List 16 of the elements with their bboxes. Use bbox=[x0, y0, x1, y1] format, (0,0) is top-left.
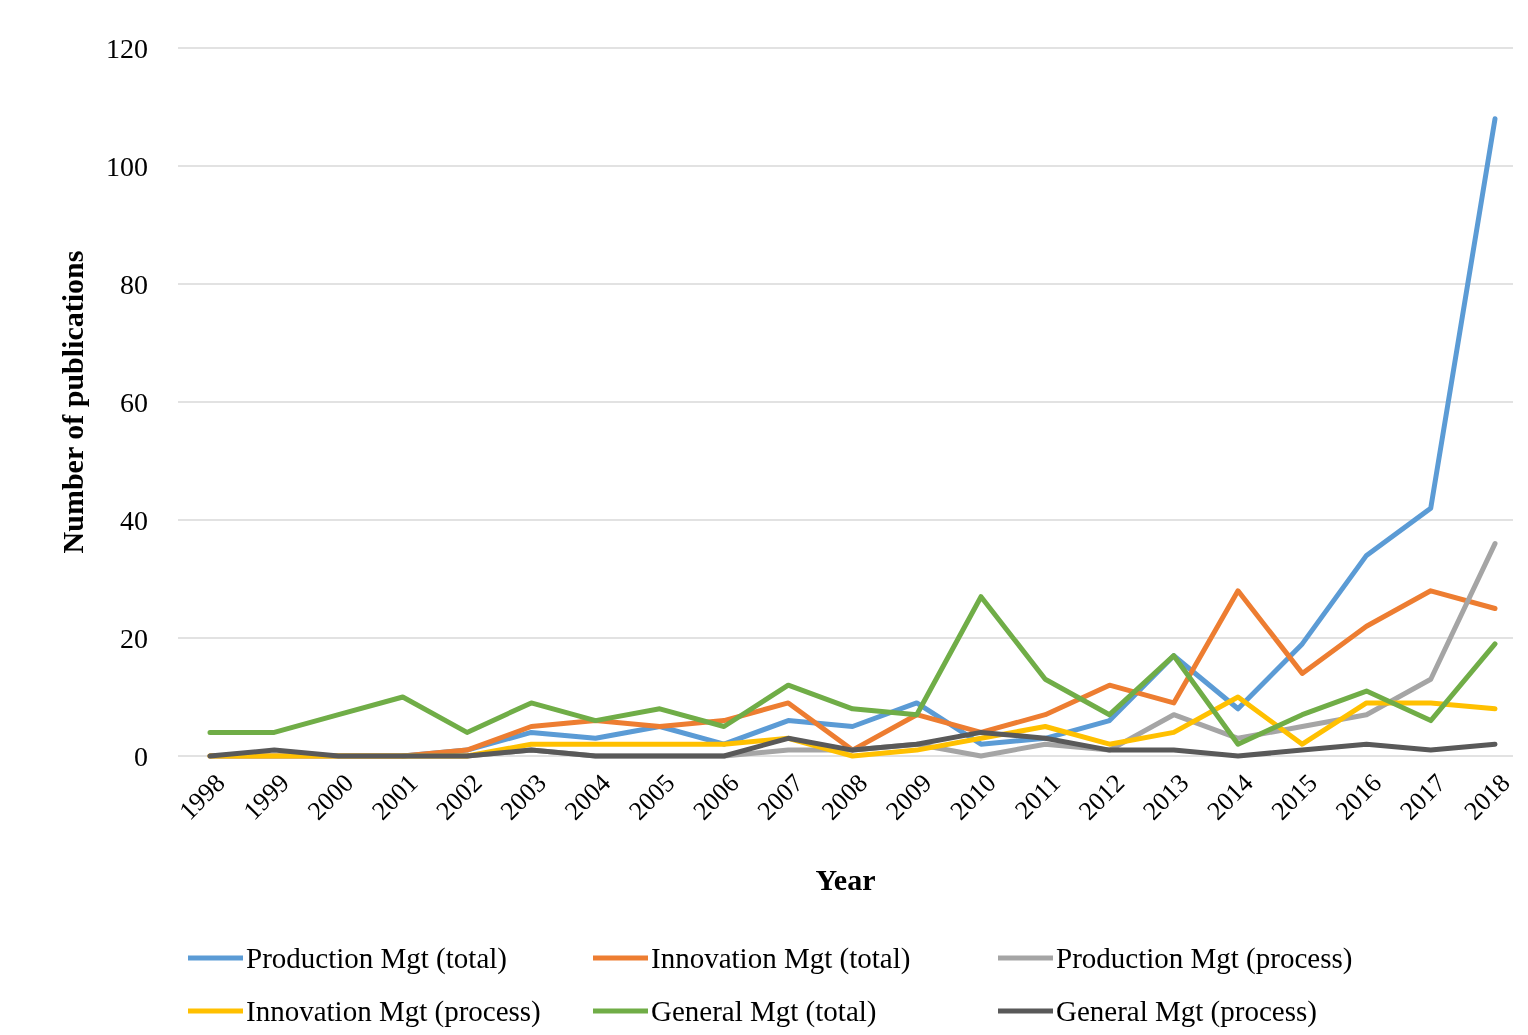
legend-label: Innovation Mgt (total) bbox=[651, 942, 911, 976]
y-tick-label: 20 bbox=[120, 622, 148, 654]
legend-label: Production Mgt (process) bbox=[1056, 942, 1353, 976]
y-tick-label: 100 bbox=[106, 150, 148, 182]
y-tick-label: 0 bbox=[134, 740, 148, 772]
legend-label: General Mgt (process) bbox=[1056, 995, 1317, 1029]
y-tick-label: 120 bbox=[106, 32, 148, 64]
x-tick-label: 2011 bbox=[1009, 768, 1066, 825]
y-tick-label: 80 bbox=[120, 268, 148, 300]
legend-label: Innovation Mgt (process) bbox=[246, 995, 541, 1029]
y-tick-label: 40 bbox=[120, 504, 148, 536]
y-tick-label: 60 bbox=[120, 386, 148, 418]
legend-label: General Mgt (total) bbox=[651, 995, 877, 1029]
legend-label: Production Mgt (total) bbox=[246, 942, 507, 976]
y-axis-title: Number of publications bbox=[56, 250, 89, 554]
x-axis-title: Year bbox=[815, 863, 876, 896]
